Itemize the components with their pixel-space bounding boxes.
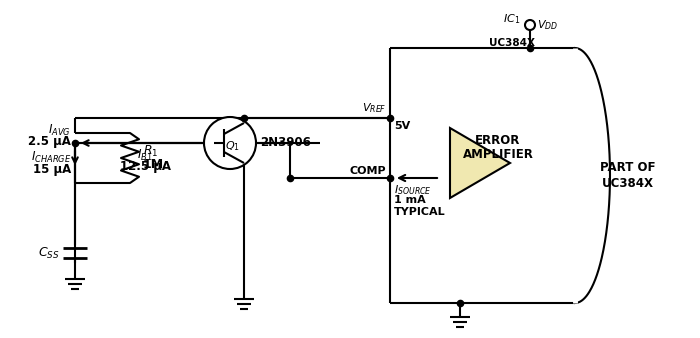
Text: $V_{REF}$: $V_{REF}$	[361, 101, 386, 115]
Text: PART OF: PART OF	[601, 161, 656, 174]
Text: UC384X: UC384X	[489, 38, 535, 48]
Text: $C_{SS}$: $C_{SS}$	[38, 245, 60, 261]
Text: 15 μA: 15 μA	[33, 163, 71, 176]
Circle shape	[525, 20, 535, 30]
Text: 2.5 μA: 2.5 μA	[28, 135, 71, 148]
Text: $I_{CHARGE}$: $I_{CHARGE}$	[31, 150, 71, 165]
Text: $I_{B1}$: $I_{B1}$	[137, 148, 153, 163]
Circle shape	[204, 117, 256, 169]
Text: $I_{AVG}$: $I_{AVG}$	[48, 123, 71, 138]
Text: 5V: 5V	[394, 121, 410, 131]
Text: $IC_1$: $IC_1$	[503, 12, 521, 26]
Text: $R_1$: $R_1$	[143, 143, 158, 159]
Text: $I_{SOURCE}$: $I_{SOURCE}$	[394, 183, 432, 197]
Text: UC384X: UC384X	[602, 177, 654, 190]
Polygon shape	[450, 128, 510, 198]
Text: TYPICAL: TYPICAL	[394, 207, 446, 217]
Text: 1 mA: 1 mA	[394, 195, 426, 205]
Text: ERROR: ERROR	[475, 135, 521, 147]
Text: COMP: COMP	[349, 166, 386, 176]
Text: 1M: 1M	[143, 159, 164, 171]
Text: $V_{DD}$: $V_{DD}$	[537, 18, 558, 32]
Text: AMPLIFIER: AMPLIFIER	[463, 148, 533, 162]
Text: $Q_1$: $Q_1$	[225, 139, 239, 153]
Text: 12.5 μA: 12.5 μA	[120, 160, 171, 173]
Text: 2N3906: 2N3906	[260, 137, 311, 149]
